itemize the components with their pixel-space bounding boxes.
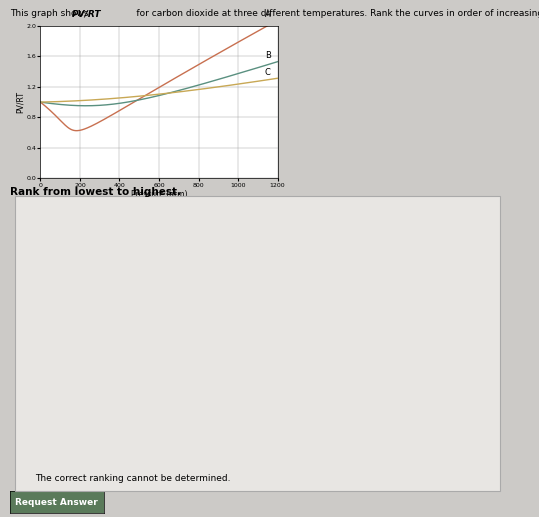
Text: C: C — [265, 68, 271, 77]
Text: Lowest: Lowest — [27, 348, 59, 358]
Text: PV/RT: PV/RT — [72, 9, 101, 18]
Text: The correct ranking cannot be determined.: The correct ranking cannot be determined… — [35, 474, 231, 483]
X-axis label: Pressure (atm): Pressure (atm) — [131, 190, 187, 200]
Text: Reset: Reset — [340, 207, 366, 216]
Text: C: C — [209, 275, 218, 288]
Text: A: A — [265, 10, 271, 19]
Text: B: B — [265, 51, 271, 60]
Text: This graph shows      for carbon dioxide at three different temperatures. Rank t: This graph shows for carbon dioxide at t… — [10, 9, 539, 18]
Text: A: A — [252, 275, 261, 288]
Text: Request Answer: Request Answer — [16, 497, 98, 507]
Text: Help: Help — [418, 207, 439, 216]
Text: B: B — [165, 275, 175, 288]
Y-axis label: PV/RT: PV/RT — [16, 91, 25, 113]
Text: Highest: Highest — [439, 348, 474, 358]
Text: Rank from lowest to highest.: Rank from lowest to highest. — [10, 187, 181, 197]
